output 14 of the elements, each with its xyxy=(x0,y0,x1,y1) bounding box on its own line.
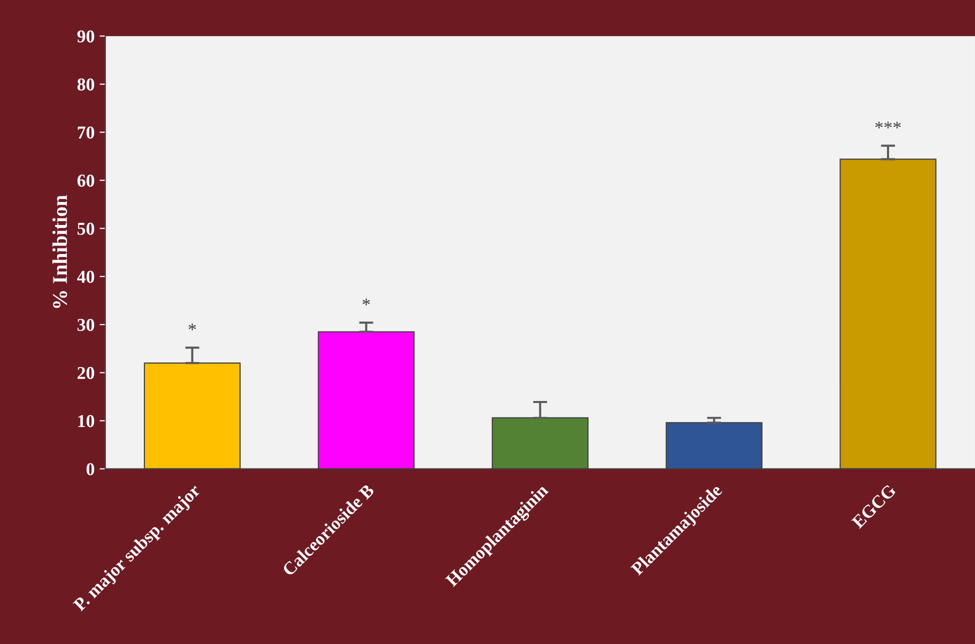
y-tick-label: 80 xyxy=(77,78,94,91)
annotation: * xyxy=(188,324,196,330)
annotation: *** xyxy=(875,122,901,128)
y-tick-label: 40 xyxy=(77,270,94,283)
y-axis-title: % Inhibition xyxy=(52,195,68,308)
y-tick-label: 50 xyxy=(78,222,94,235)
y-tick-label: 60 xyxy=(77,174,94,187)
y-tick-label: 90 xyxy=(77,30,94,43)
annotation: * xyxy=(362,298,370,306)
y-tick-label: 20 xyxy=(78,366,94,380)
y-tick-label: 0 xyxy=(86,463,94,476)
y-tick-label: 30 xyxy=(78,318,94,332)
y-tick-label: 70 xyxy=(78,126,94,139)
y-tick-label: 10 xyxy=(78,415,94,428)
